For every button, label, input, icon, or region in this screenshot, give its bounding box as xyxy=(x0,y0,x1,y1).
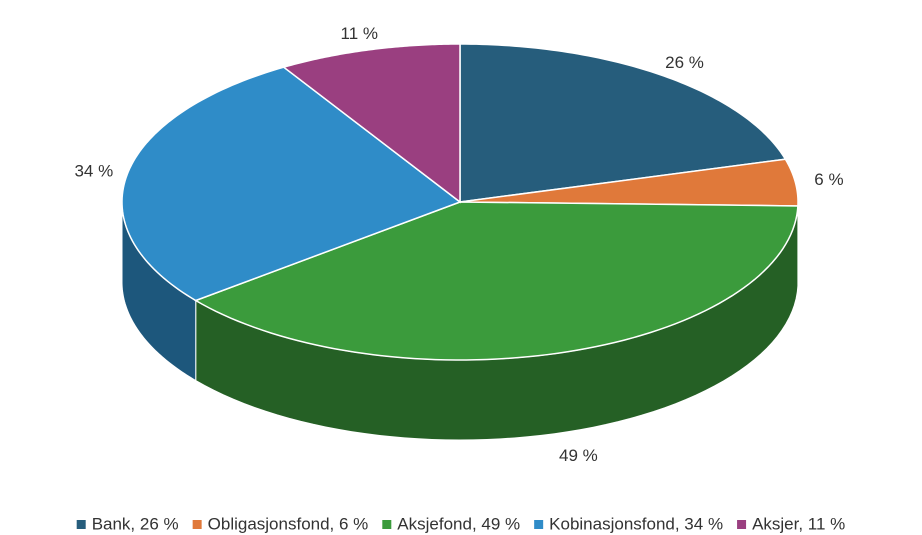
legend-label: Kobinasjonsfond, 34 % xyxy=(549,514,723,533)
data-label: 6 % xyxy=(814,170,843,189)
legend-item: Obligasjonsfond, 6 % xyxy=(192,514,369,533)
legend-swatch xyxy=(192,520,202,529)
pie-slice xyxy=(193,201,799,361)
legend-item: Aksjefond, 49 % xyxy=(382,514,520,533)
legend: Bank, 26 % Obligasjonsfond, 6 % Aksjefond,… xyxy=(76,514,845,533)
legend-swatch xyxy=(737,520,747,529)
legend-item: Bank, 26 % xyxy=(76,514,179,533)
legend-item: Kobinasjonsfond, 34 % xyxy=(534,514,723,533)
data-label: 26 % xyxy=(665,53,704,72)
legend-swatch xyxy=(534,520,544,529)
data-label: 11 % xyxy=(341,24,379,43)
pie-slice xyxy=(459,158,799,207)
legend-label: Bank, 26 % xyxy=(92,514,179,533)
legend-item: Aksjer, 11 % xyxy=(737,514,845,533)
legend-swatch xyxy=(382,520,392,529)
legend-label: Aksjer, 11 % xyxy=(752,514,845,533)
pie-slice xyxy=(121,66,462,302)
legend-swatch xyxy=(76,520,86,529)
pie-tops xyxy=(121,43,799,361)
pie-slice xyxy=(282,43,461,204)
pie-slice xyxy=(459,43,787,203)
data-labels: 26 % 6 % 49 % 34 % 11 % xyxy=(74,24,843,465)
data-label: 49 % xyxy=(559,446,598,465)
legend-label: Aksjefond, 49 % xyxy=(397,514,520,533)
legend-label: Obligasjonsfond, 6 % xyxy=(208,514,369,533)
data-label: 34 % xyxy=(74,161,113,180)
